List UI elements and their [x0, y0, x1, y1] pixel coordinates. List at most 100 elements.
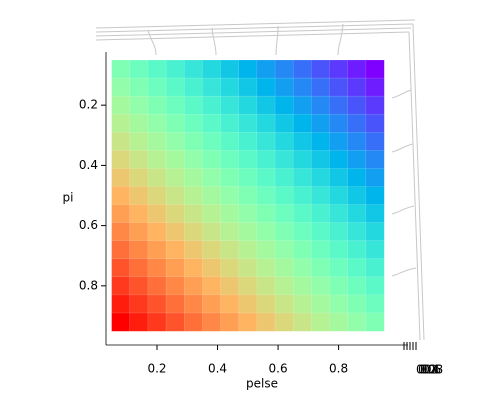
- surface-cell: [220, 77, 240, 97]
- surface-cell: [274, 150, 294, 169]
- surface-cell: [256, 186, 276, 206]
- surface-cell: [329, 186, 349, 206]
- surface-cell: [329, 240, 349, 260]
- surface-cell: [183, 276, 203, 296]
- surface-cell: [256, 150, 276, 169]
- surface-cell: [292, 276, 312, 296]
- x-tick-label: 0.4: [208, 362, 227, 376]
- surface-cell: [256, 258, 276, 278]
- surface-cell: [329, 150, 349, 169]
- surface-cell: [329, 222, 349, 242]
- surface-cell: [220, 132, 240, 151]
- surface-cell: [329, 77, 349, 97]
- surface-cell: [202, 294, 222, 314]
- surface-cell: [256, 294, 276, 314]
- x-axis-label: pelse: [246, 377, 278, 391]
- surface-cell: [202, 77, 222, 97]
- surface-cell: [220, 186, 240, 206]
- surface-cell: [183, 294, 203, 314]
- surface-cell: [329, 312, 349, 332]
- surface-cell: [147, 222, 167, 242]
- surface-cell: [129, 95, 149, 115]
- surface-cell: [202, 186, 222, 206]
- surface-cell: [111, 132, 131, 151]
- surface-cell: [292, 150, 312, 169]
- surface-cell: [147, 168, 167, 188]
- surface-cell: [129, 186, 149, 206]
- surface-cell: [202, 204, 222, 224]
- surface-cell: [311, 222, 331, 242]
- surface: [111, 59, 385, 332]
- surface-cell: [220, 168, 240, 188]
- surface-cell: [347, 150, 367, 169]
- surface-cell: [274, 132, 294, 151]
- surface-cell: [274, 186, 294, 206]
- surface-cell: [292, 312, 312, 332]
- surface-cell: [202, 258, 222, 278]
- surface-cell: [147, 59, 167, 79]
- surface-cell: [202, 168, 222, 188]
- surface-cell: [274, 222, 294, 242]
- surface-cell: [256, 95, 276, 115]
- surface-cell: [129, 258, 149, 278]
- surface-cell: [274, 77, 294, 97]
- surface-cell: [147, 204, 167, 224]
- surface-cell: [238, 222, 258, 242]
- x-tick-label: 0.8: [329, 362, 348, 376]
- surface-cell: [220, 222, 240, 242]
- surface-cell: [220, 59, 240, 79]
- z-tick-label: 0.8: [424, 363, 443, 377]
- surface-cell: [165, 222, 185, 242]
- surface-cell: [129, 113, 149, 133]
- surface-cell: [292, 294, 312, 314]
- surface-cell: [111, 186, 131, 206]
- surface-cell: [256, 240, 276, 260]
- surface-cell: [365, 258, 385, 278]
- surface-cell: [165, 150, 185, 169]
- surface-cell: [365, 186, 385, 206]
- surface-cell: [329, 95, 349, 115]
- surface-cell: [165, 276, 185, 296]
- surface-cell: [238, 77, 258, 97]
- surface-cell: [347, 276, 367, 296]
- surface-cell: [238, 276, 258, 296]
- surface-cell: [256, 312, 276, 332]
- surface-cell: [274, 59, 294, 79]
- surface-cell: [165, 186, 185, 206]
- surface-cell: [311, 240, 331, 260]
- surface-cell: [111, 59, 131, 79]
- surface-cell: [220, 113, 240, 133]
- surface-cell: [111, 113, 131, 133]
- pane-decoration: [95, 19, 425, 341]
- surface-cell: [365, 77, 385, 97]
- surface-cell: [347, 204, 367, 224]
- y-tick-label: 0.2: [79, 98, 98, 112]
- surface-cell: [165, 240, 185, 260]
- surface-cell: [292, 204, 312, 224]
- surface-cell: [238, 113, 258, 133]
- surface-cell: [365, 59, 385, 79]
- surface-cell: [274, 276, 294, 296]
- surface-cell: [292, 132, 312, 151]
- surface-cell: [311, 132, 331, 151]
- surface-cell: [238, 95, 258, 115]
- surface-cell: [347, 59, 367, 79]
- surface-cell: [347, 240, 367, 260]
- surface-cell: [365, 204, 385, 224]
- surface-cell: [311, 113, 331, 133]
- surface-cell: [311, 59, 331, 79]
- surface-cell: [311, 276, 331, 296]
- surface-cell: [238, 186, 258, 206]
- surface-cell: [165, 312, 185, 332]
- surface-cell: [202, 276, 222, 296]
- surface-cell: [202, 312, 222, 332]
- surface-cell: [347, 294, 367, 314]
- surface-cell: [220, 240, 240, 260]
- surface-cell: [129, 59, 149, 79]
- surface-cell: [274, 312, 294, 332]
- surface-cell: [329, 276, 349, 296]
- surface-cell: [365, 168, 385, 188]
- surface-cell: [365, 276, 385, 296]
- surface-cell: [183, 222, 203, 242]
- surface-cell: [183, 59, 203, 79]
